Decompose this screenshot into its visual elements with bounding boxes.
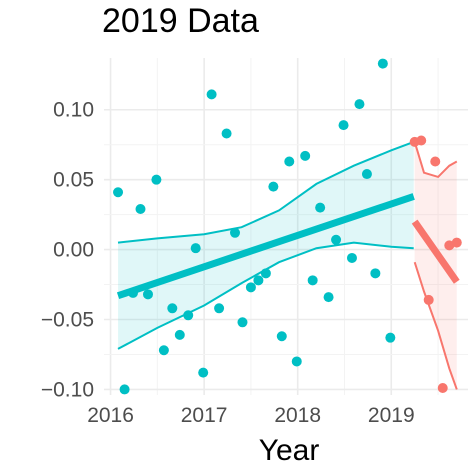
data-point [370, 268, 381, 279]
data-point [260, 268, 271, 279]
x-axis-tick-labels: 2016 2017 2018 2019 [87, 404, 414, 427]
grid [104, 58, 468, 395]
data-point [437, 383, 448, 394]
data-point [135, 204, 146, 215]
data-point [284, 156, 295, 167]
data-point [346, 252, 357, 263]
confidence-lower-bound [117, 241, 414, 350]
data-point [276, 331, 287, 342]
y-tick-label: −0.10 [41, 378, 94, 401]
data-point [237, 317, 248, 328]
data-point [158, 345, 169, 356]
data-point [206, 89, 217, 100]
x-tick-label: 2018 [274, 404, 321, 427]
confidence-band [414, 141, 457, 390]
trend-line [116, 193, 415, 300]
trend-line [411, 219, 460, 284]
data-point [113, 187, 124, 198]
y-tick-label: 0.00 [53, 239, 94, 262]
confidence-upper-bound [413, 141, 458, 179]
data-point [245, 282, 256, 293]
data-point [430, 156, 441, 167]
data-point [361, 169, 372, 180]
data-points [113, 58, 462, 395]
data-point [198, 367, 209, 378]
data-point [291, 356, 302, 367]
data-point [315, 202, 326, 213]
data-point [119, 384, 130, 395]
data-point [300, 150, 311, 161]
confidence-upper-bound [117, 140, 415, 244]
data-point [253, 275, 264, 286]
data-point [230, 227, 241, 238]
data-point [331, 234, 342, 245]
data-point [451, 237, 462, 248]
data-point [174, 329, 185, 340]
data-point [338, 120, 349, 131]
data-point [183, 310, 194, 321]
data-point [190, 243, 201, 254]
data-point [416, 135, 427, 146]
confidence-lower-bound [413, 261, 458, 390]
data-point [423, 294, 434, 305]
data-point [307, 275, 318, 286]
data-point [214, 303, 225, 314]
y-tick-label: −0.05 [41, 308, 94, 331]
data-point [268, 181, 279, 192]
x-axis-title: Year [259, 434, 320, 467]
data-point [221, 128, 232, 139]
chart-title: 2019 Data [102, 2, 259, 40]
x-tick-label: 2017 [181, 404, 228, 427]
data-point [354, 99, 365, 110]
data-point [323, 292, 334, 303]
x-tick-label: 2019 [368, 404, 415, 427]
y-axis-tick-labels: −0.10 −0.05 0.00 0.05 0.10 [41, 99, 94, 402]
x-tick-label: 2016 [87, 404, 134, 427]
data-point [128, 287, 139, 298]
data-point [142, 289, 153, 300]
y-tick-label: 0.05 [53, 169, 94, 192]
data-point [151, 174, 162, 185]
y-tick-label: 0.10 [53, 99, 94, 122]
data-point [167, 303, 178, 314]
trend-lines [116, 193, 460, 300]
data-point [377, 58, 388, 69]
data-point [385, 332, 396, 343]
